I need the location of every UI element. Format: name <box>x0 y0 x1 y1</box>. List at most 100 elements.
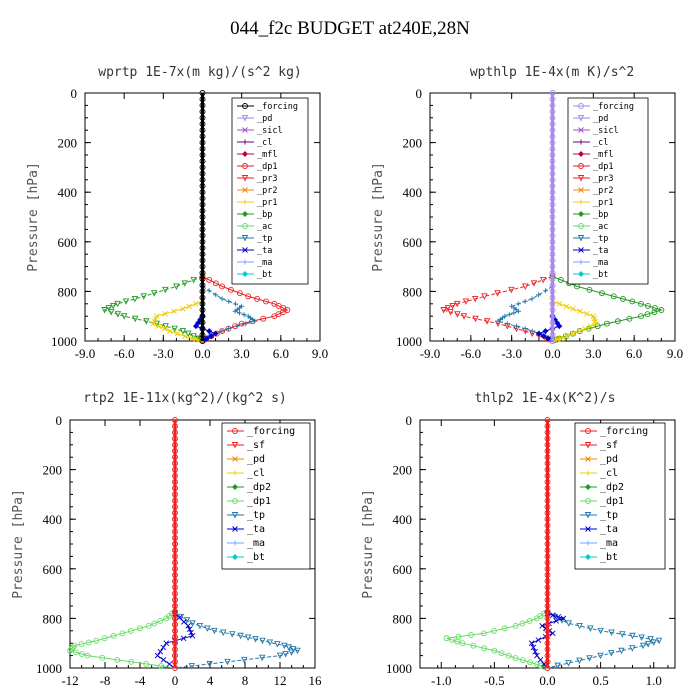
panel-title: wprtp 1E-7x(m kg)/(s^2 kg) <box>98 65 302 80</box>
series-marker <box>576 657 583 665</box>
legend-marker <box>241 115 249 122</box>
series-marker <box>110 632 117 639</box>
legend-label: _pd <box>257 114 272 124</box>
series-marker <box>189 620 196 627</box>
series-marker <box>199 232 206 239</box>
series-marker <box>480 630 487 637</box>
series-marker <box>199 257 206 264</box>
series-marker <box>549 139 556 146</box>
x-tick-label: 6.0 <box>273 346 289 361</box>
series-marker <box>259 637 266 645</box>
series-marker <box>569 330 576 337</box>
series-marker <box>549 145 556 152</box>
series-marker <box>199 114 206 121</box>
legend-label: _sicl <box>593 126 619 136</box>
series-marker <box>172 441 178 448</box>
series-marker <box>536 292 542 298</box>
y-tick-label: 400 <box>58 185 78 200</box>
series-marker <box>160 656 167 663</box>
y-tick-label: 400 <box>43 512 63 527</box>
y-tick-label: 1000 <box>386 661 412 676</box>
panel-4: thlp2 1E-4x(K^2)/s Pressure [hPa] -1.0 -0.5… <box>361 391 676 688</box>
series-marker <box>549 251 556 258</box>
series-marker <box>544 497 551 504</box>
series-marker <box>150 320 156 327</box>
series-marker <box>655 637 663 645</box>
series-marker <box>481 645 488 652</box>
series-marker <box>120 313 128 320</box>
series-marker <box>544 510 551 516</box>
series-marker <box>447 309 454 316</box>
legend-marker <box>232 526 238 532</box>
legend-label: _pr3 <box>593 174 613 184</box>
series-marker <box>519 620 526 627</box>
series-marker <box>237 632 244 640</box>
series-marker <box>199 201 206 208</box>
series-marker <box>544 658 551 665</box>
series-marker <box>519 657 526 664</box>
series-marker <box>172 572 178 578</box>
series-marker <box>213 292 219 298</box>
series-marker <box>530 280 538 287</box>
series-marker <box>226 326 232 332</box>
series-marker <box>562 333 569 340</box>
series-marker <box>145 622 152 629</box>
x-tick-label: 16 <box>309 673 323 688</box>
legend-marker <box>242 151 248 157</box>
legend-marker <box>584 442 592 449</box>
series-marker <box>252 636 259 643</box>
series-marker <box>288 649 295 656</box>
series-marker <box>549 102 556 109</box>
series-marker <box>172 510 178 516</box>
legend-label: _tp <box>593 234 608 244</box>
series-marker <box>196 622 204 630</box>
x-tick-label: -9.0 <box>420 346 441 361</box>
series-marker <box>199 263 206 270</box>
series-marker <box>69 644 76 651</box>
series-marker <box>189 632 196 639</box>
x-tick-label: -12 <box>61 673 78 688</box>
series-marker <box>540 333 547 340</box>
legend-box <box>574 422 666 570</box>
series-marker <box>244 634 252 641</box>
legend-label: _tp <box>247 510 265 521</box>
series-marker <box>629 645 636 652</box>
series-marker <box>196 337 202 344</box>
series-marker <box>549 96 556 103</box>
legend-label: _ma <box>593 258 608 268</box>
series-marker <box>163 615 170 622</box>
series-marker <box>276 652 284 660</box>
series-marker <box>483 318 491 325</box>
legend-marker <box>578 223 584 229</box>
series-marker <box>199 325 206 332</box>
legend-box <box>567 97 649 285</box>
legend-label: _pr3 <box>257 174 277 184</box>
legend-label: _forcing <box>600 426 648 437</box>
series-marker <box>114 311 122 318</box>
series-marker <box>549 170 556 177</box>
series-marker <box>172 658 178 665</box>
legend-label: _forcing <box>247 426 295 437</box>
series-marker <box>172 534 178 541</box>
series-marker <box>143 660 150 667</box>
series-marker <box>549 307 556 313</box>
series-marker <box>203 335 210 342</box>
series-marker <box>544 565 551 572</box>
series-marker <box>132 315 139 323</box>
series-marker <box>501 625 508 632</box>
series-marker <box>535 330 542 337</box>
series-marker <box>629 298 636 305</box>
series-marker <box>136 625 143 632</box>
series-marker <box>105 305 112 312</box>
x-tick-label: -8 <box>100 673 111 688</box>
series-marker <box>565 620 572 627</box>
series-marker <box>544 665 551 671</box>
series-marker <box>199 226 206 233</box>
series-marker <box>220 629 227 636</box>
series-marker <box>553 618 560 624</box>
series-marker <box>440 307 447 314</box>
y-axis-label: Pressure [hPa] <box>361 489 376 599</box>
series-marker <box>199 176 206 183</box>
y-tick-label: 1000 <box>396 334 422 349</box>
legend-label: _tp <box>600 510 618 521</box>
